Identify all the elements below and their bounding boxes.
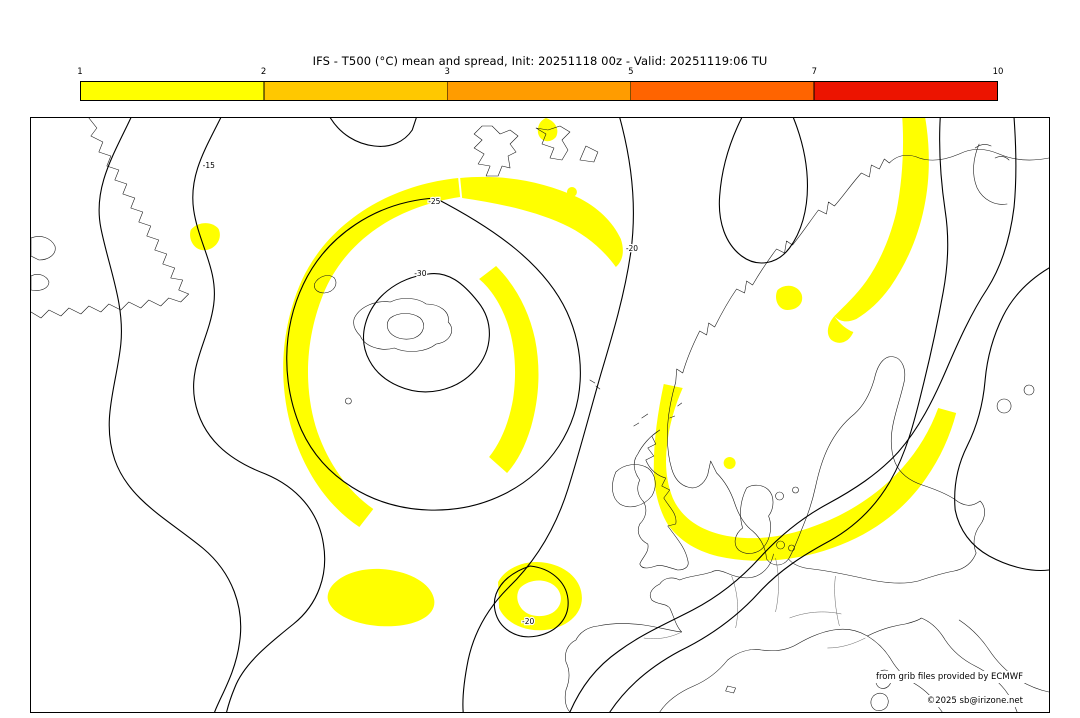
faroe-islands <box>589 379 601 390</box>
small-island <box>345 397 352 405</box>
border-line <box>643 631 682 639</box>
svalbard-coastline <box>579 145 599 163</box>
contour-label: -15 <box>203 161 215 170</box>
svalbard-coastline <box>473 125 519 177</box>
arctic-islands <box>974 144 1010 161</box>
scandinavia-coastline <box>667 149 1049 584</box>
spread-patch <box>834 118 929 322</box>
temperature-contour <box>609 118 949 712</box>
page-title: IFS - T500 (°C) mean and spread, Init: 2… <box>312 54 768 68</box>
spread-patch <box>537 118 558 142</box>
colorbar-segment <box>446 81 632 101</box>
lake <box>792 486 799 494</box>
continental-coastline <box>564 553 774 712</box>
colorbar-segment <box>263 81 448 101</box>
credit-ecmwf: from grib files provided by ECMWF <box>874 671 1025 683</box>
border-line <box>834 575 840 627</box>
contour-label: -25 <box>428 197 440 206</box>
spread-patch <box>327 568 435 627</box>
spread-patch <box>776 285 803 310</box>
border-line <box>789 611 842 619</box>
baffin-coastline <box>31 236 56 261</box>
map-area: -15 -30 -25 -20 -20 from grib files prov… <box>30 117 1050 713</box>
sardinia-coastline <box>870 692 889 711</box>
britain-coastline <box>633 429 689 571</box>
greenland-coastline <box>31 118 189 319</box>
temperature-contour <box>286 197 581 511</box>
spread-colorbar: 1 2 3 5 7 10 <box>77 67 1003 101</box>
danish-island <box>788 544 795 552</box>
temperature-contour <box>329 118 417 147</box>
scottish-islands <box>633 402 683 427</box>
spread-patch <box>827 316 854 343</box>
iceland-glacier <box>386 313 424 340</box>
jutland-coastline <box>734 484 774 554</box>
temperature-contour <box>493 565 569 638</box>
border-line <box>775 557 779 613</box>
credit-copyright: ©2025 sb@irizone.net <box>924 695 1025 707</box>
contours-layer <box>98 118 1049 712</box>
colorbar-tick-label: 7 <box>811 67 818 77</box>
colorbar-segment <box>813 81 998 101</box>
spread-patch <box>283 178 461 527</box>
contour-label: -20 <box>522 617 534 626</box>
contour-label: -30 <box>414 269 426 278</box>
danish-island <box>776 540 785 550</box>
balearic-islands <box>725 685 736 694</box>
colorbar-tick-label: 3 <box>444 67 450 77</box>
temperature-contour <box>462 118 634 712</box>
weather-map-canvas: -15 -30 -25 -20 -20 <box>31 118 1049 712</box>
spread-patch <box>460 176 623 267</box>
border-line <box>827 637 866 649</box>
colorbar-bar <box>80 81 998 101</box>
svalbard-coastline <box>535 125 571 161</box>
temperature-contour <box>954 267 1049 572</box>
balkan-coastline <box>958 619 1049 693</box>
spread-shading-layer <box>190 118 957 631</box>
colorbar-tick-label: 10 <box>992 67 1004 77</box>
spread-patch <box>723 457 736 469</box>
temperature-contour <box>192 118 326 712</box>
spread-patch <box>479 266 539 473</box>
contour-labels-layer: -15 -30 -25 -20 -20 <box>201 160 639 627</box>
contour-label: -20 <box>626 244 638 253</box>
border-line <box>731 575 738 629</box>
spread-patch <box>190 223 220 251</box>
temperature-contour <box>718 118 809 264</box>
spread-patch <box>498 561 582 631</box>
baffin-coastline <box>31 274 50 291</box>
temperature-contour <box>363 273 490 393</box>
colorbar-segment <box>80 81 265 101</box>
lake <box>775 491 784 501</box>
colorbar-tick-row: 1 2 3 5 7 10 <box>77 67 1003 81</box>
colorbar-tick-label: 1 <box>77 67 83 77</box>
iceland-coastline <box>353 298 452 352</box>
italy-adriatic-coastline <box>867 617 1018 712</box>
spread-patch <box>653 384 957 561</box>
ireland-coastline <box>612 464 656 508</box>
small-island <box>314 275 337 294</box>
colorbar-canvas <box>80 81 998 101</box>
spread-patch <box>566 187 577 197</box>
colorbar-tick-label: 2 <box>260 67 267 77</box>
white-sea-coastline <box>973 143 1008 205</box>
colorbar-segment <box>630 81 815 101</box>
colorbar-tick-label: 5 <box>628 67 634 77</box>
lake-onega <box>1023 384 1035 396</box>
coastlines-layer <box>31 118 1049 712</box>
lake-ladoga <box>996 398 1012 414</box>
temperature-contour <box>98 118 242 712</box>
borders-layer <box>643 557 866 649</box>
temperature-contour <box>569 118 1017 712</box>
